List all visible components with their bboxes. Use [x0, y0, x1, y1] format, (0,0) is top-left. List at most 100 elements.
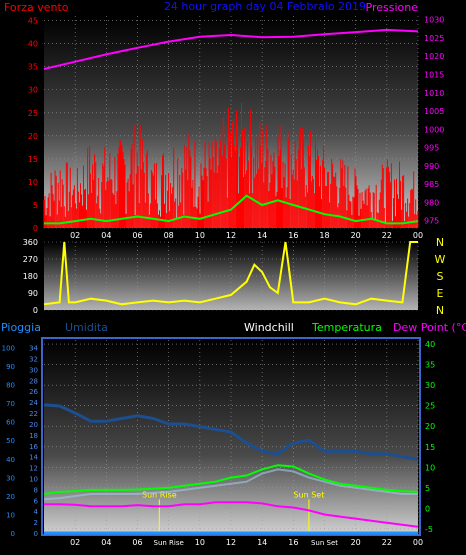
right-title: Pressione	[366, 1, 419, 14]
pressure-tick-label: 995	[424, 144, 439, 153]
x-tick-label: 04	[101, 538, 111, 547]
x-tick-label: 16	[288, 538, 298, 547]
sun-annotations: Sun Rise Sun Set	[142, 491, 324, 533]
pressure-tick-label: 1030	[424, 16, 444, 25]
pressure-axis-ticks: 975 980 985 990 995 1000 1005 1010 1015 1020 1025 1…	[424, 16, 444, 226]
rain-tick-label: 70	[6, 400, 15, 408]
compass-label: N	[436, 236, 444, 249]
rain-title: Pioggia	[1, 321, 41, 334]
temperature-tick-label: 25	[425, 402, 435, 411]
humidity-tick-label: 6	[34, 497, 39, 505]
humidity-title: Umidita	[65, 321, 108, 334]
x-tick-label: 06	[132, 231, 142, 240]
temperature-tick-label: 20	[425, 422, 435, 431]
wind-axis-ticks: 0 5 10 15 20 25 30 35 40 45	[28, 17, 38, 233]
x-tick-label: 06	[132, 538, 142, 547]
wind-tick-label: 5	[33, 201, 38, 210]
humidity-tick-label: 22	[29, 410, 38, 418]
center-title: 24 hour graph day 04 Febbraio 2019	[164, 0, 366, 13]
wind-tick-label: 0	[33, 224, 38, 233]
wind-tick-label: 30	[28, 86, 38, 95]
x-tick-label: 00	[413, 231, 423, 240]
windchill-series	[43, 468, 418, 501]
humidity-tick-label: 0	[34, 530, 38, 538]
humidity-tick-label: 2	[34, 519, 38, 527]
wind-avg-series	[44, 194, 419, 225]
humidity-series	[43, 403, 419, 461]
x-tick-label: 14	[257, 231, 267, 240]
humidity-tick-label: 28	[29, 377, 38, 385]
direction-tick-label: 180	[23, 272, 38, 281]
panel-temperature-frame	[41, 337, 421, 536]
wind-tick-label: 20	[28, 132, 38, 141]
direction-tick-label: 360	[23, 238, 38, 247]
rain-tick-label: 20	[6, 493, 15, 501]
humidity-tick-label: 4	[34, 508, 39, 516]
humidity-tick-label: 32	[29, 356, 38, 364]
humidity-tick-label: 20	[29, 421, 38, 429]
x-tick-label: 18	[319, 231, 329, 240]
temperature-tick-label: -5	[425, 525, 433, 534]
direction-tick-label: 270	[23, 255, 38, 264]
compass-label: S	[437, 270, 444, 283]
wind-tick-label: 25	[28, 109, 38, 118]
rain-tick-label: 100	[2, 344, 15, 352]
x-tick-label: 00	[413, 538, 423, 547]
humidity-tick-label: 14	[29, 454, 38, 462]
wind-direction-series	[43, 241, 418, 306]
rain-tick-label: 0	[11, 530, 15, 538]
humidity-tick-label: 12	[29, 465, 38, 473]
compass-label: E	[437, 287, 444, 300]
temperature-tick-label: 0	[425, 504, 430, 513]
x-tick-label: Sun Rise	[154, 539, 184, 547]
humidity-tick-label: 26	[29, 388, 38, 396]
temperature-tick-label: 15	[425, 443, 435, 452]
wind-tick-label: 35	[28, 63, 38, 72]
wind-tick-label: 15	[28, 155, 38, 164]
pressure-tick-label: 1025	[424, 34, 444, 43]
pressure-tick-label: 1015	[424, 70, 444, 79]
x-tick-label: 20	[351, 231, 361, 240]
rain-axis-ticks: 0 10 20 30 40 50 60 70 80 90 100	[2, 344, 15, 538]
humidity-tick-label: 18	[29, 432, 38, 440]
x-tick-label: 16	[288, 231, 298, 240]
wind-tick-label: 40	[28, 40, 38, 49]
rain-tick-label: 40	[6, 456, 15, 464]
compass-label: W	[435, 253, 446, 266]
dewpoint-series	[44, 501, 419, 528]
temperature-axis-ticks: -5 0 5 10 15 20 25 30 35 40	[425, 340, 435, 534]
pressure-tick-label: 975	[424, 217, 439, 226]
x-tick-label: 04	[101, 231, 111, 240]
temperature-series	[43, 464, 419, 495]
x-tick-label: 22	[382, 231, 392, 240]
temperature-tick-label: 40	[425, 340, 435, 349]
pressure-tick-label: 1020	[424, 52, 444, 61]
x-tick-label: 20	[351, 538, 361, 547]
panel-temperature-grid	[44, 340, 419, 533]
x-tick-label: 02	[70, 231, 80, 240]
panel-wind-direction-grid	[44, 241, 419, 311]
pressure-tick-label: 985	[424, 180, 439, 189]
wind-tick-label: 45	[28, 17, 38, 26]
pressure-tick-label: 980	[424, 198, 439, 207]
humidity-tick-label: 30	[29, 366, 38, 374]
humidity-tick-label: 8	[34, 486, 38, 494]
panel-wind-pressure-x-ticks: 02 04 06 08 10 12 14 16 18 20 22 00	[70, 231, 423, 240]
temperature-tick-label: 10	[425, 463, 435, 472]
panel-temperature-x-ticks: 02 04 06 Sun Rise 10 12 14 16 Sun Set 20 22 00	[70, 538, 423, 547]
direction-tick-label: 0	[33, 306, 38, 315]
temperature-tick-label: 35	[425, 361, 435, 370]
rain-tick-label: 90	[6, 363, 15, 371]
x-tick-label: 14	[257, 538, 267, 547]
direction-axis-ticks: 0 90 180 270 360	[23, 238, 38, 315]
rain-tick-label: 80	[6, 382, 15, 390]
x-tick-label: 02	[70, 538, 80, 547]
windchill-title: Windchill	[244, 321, 294, 334]
x-tick-label: 22	[382, 538, 392, 547]
temperature-title: Temperatura	[311, 321, 382, 334]
left-title: Forza vento	[4, 1, 69, 14]
pressure-series	[43, 28, 419, 70]
x-tick-label: 12	[226, 538, 236, 547]
